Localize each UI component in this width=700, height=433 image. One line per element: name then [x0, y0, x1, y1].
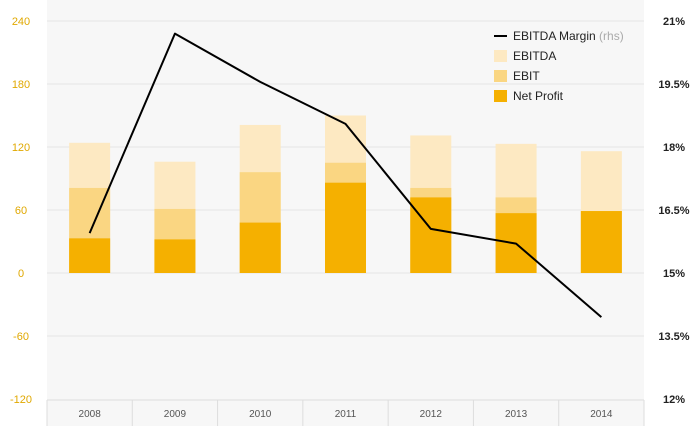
y-right-tick-label: 16.5% — [658, 205, 689, 217]
y-right-tick-label: 12% — [663, 394, 685, 406]
x-tick-label: 2011 — [335, 409, 357, 420]
y-right-tick-label: 15% — [663, 268, 685, 280]
y-right-tick-label: 18% — [663, 142, 685, 154]
legend-label-ebitda-margin: EBITDA Margin (rhs) — [513, 29, 624, 43]
legend-swatch — [494, 90, 507, 102]
bar-series — [69, 115, 622, 273]
line-series — [88, 32, 603, 318]
y-left-tick-label: 60 — [15, 205, 27, 217]
legend-swatch — [494, 50, 507, 62]
bar-net-profit — [239, 222, 281, 273]
y-right-tick-label: 19.5% — [658, 79, 689, 91]
x-tick-label: 2009 — [164, 409, 187, 420]
legend: EBITDA Margin (rhs) EBITDA EBIT Net Profit — [494, 29, 624, 103]
legend-label: Net Profit — [513, 89, 564, 103]
bar-net-profit — [580, 211, 622, 273]
legend-label: EBIT — [513, 69, 540, 83]
x-axis-separators — [46, 400, 645, 426]
ebitda-margin-line — [88, 32, 603, 318]
bar-net-profit — [410, 197, 452, 273]
x-tick-label: 2013 — [505, 409, 528, 420]
y-right-tick-label: 21% — [663, 16, 685, 28]
y-left-tick-label: 120 — [12, 142, 30, 154]
y-left-tick-label: -120 — [10, 394, 32, 406]
y-axis-left: -120 -60 0 60 120 180 240 — [10, 16, 32, 406]
x-tick-label: 2012 — [420, 409, 443, 420]
y-left-tick-label: 0 — [18, 268, 24, 280]
x-axis: 2008 2009 2010 2011 2012 2013 2014 — [79, 409, 613, 420]
y-right-tick-label: 13.5% — [658, 331, 689, 343]
legend-axis-note: (rhs) — [599, 29, 624, 43]
legend-swatch — [494, 70, 507, 82]
x-tick-label: 2008 — [79, 409, 102, 420]
y-axis-right: 12% 13.5% 15% 16.5% 18% 19.5% 21% — [658, 16, 689, 406]
y-left-tick-label: 240 — [12, 16, 30, 28]
x-tick-label: 2014 — [590, 409, 613, 420]
bar-net-profit — [325, 182, 366, 273]
x-tick-label: 2010 — [249, 409, 272, 420]
bar-net-profit — [154, 239, 196, 273]
x-axis-band — [47, 400, 644, 426]
legend-label: EBITDA — [513, 49, 556, 63]
bar-net-profit — [69, 238, 111, 273]
y-left-tick-label: 180 — [12, 79, 30, 91]
y-left-tick-label: -60 — [13, 331, 29, 343]
